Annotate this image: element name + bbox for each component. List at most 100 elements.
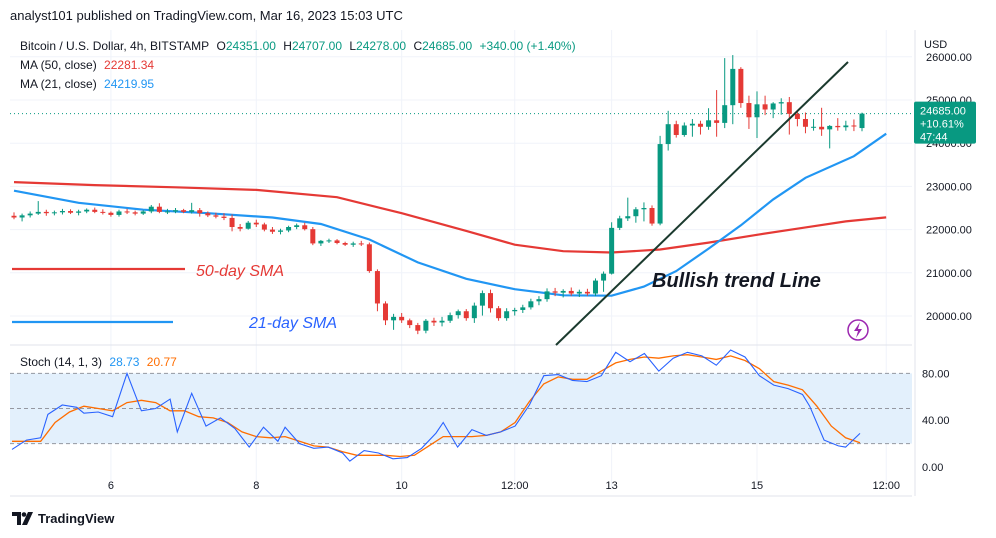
candle-body xyxy=(294,225,300,228)
candle-body xyxy=(245,222,251,229)
symbol-title[interactable]: Bitcoin / U.S. Dollar, 4h, BITSTAMP xyxy=(20,39,210,53)
candle-body xyxy=(730,68,736,106)
candle-body xyxy=(770,103,776,110)
candle-body xyxy=(738,68,744,104)
candle-body xyxy=(148,206,154,212)
candle-body xyxy=(19,215,25,218)
candle-body xyxy=(84,209,90,212)
candle-body xyxy=(76,211,82,213)
close-value: 24685.00 xyxy=(422,39,473,53)
time-tick-label: 15 xyxy=(751,480,763,492)
axes[interactable]: USD20000.0021000.0022000.0023000.0024000… xyxy=(108,39,976,492)
candle-body xyxy=(302,225,308,230)
candle-body xyxy=(205,213,211,216)
candle-body xyxy=(859,113,865,129)
candle-body xyxy=(811,126,817,128)
candles[interactable] xyxy=(11,55,865,335)
candle-body xyxy=(673,124,679,135)
candle-body xyxy=(229,217,235,228)
candle-body xyxy=(11,215,17,218)
ma21-value: 24219.95 xyxy=(104,77,155,91)
candle-body xyxy=(116,211,122,215)
candle-body xyxy=(43,211,49,214)
candle-body xyxy=(51,212,57,214)
lightning-icon xyxy=(847,319,869,341)
candle-body xyxy=(439,320,445,323)
candle-body xyxy=(617,218,623,228)
candle-body xyxy=(455,311,461,316)
ma21-line xyxy=(13,132,887,297)
candle-body xyxy=(447,315,453,321)
high-value: 24707.00 xyxy=(291,39,342,53)
candle-body xyxy=(399,316,405,321)
ma50-value: 22281.34 xyxy=(104,58,155,72)
ma50-legend[interactable]: MA (50, close) 22281.34 xyxy=(20,58,158,72)
trend-annotation: Bullish trend Line xyxy=(652,270,821,292)
badge-price: 24685.00 xyxy=(920,106,966,118)
price-tick-label: 21000.00 xyxy=(926,268,972,280)
candle-body xyxy=(802,119,808,127)
candle-body xyxy=(471,305,477,319)
candle-body xyxy=(504,311,510,319)
time-tick-label: 13 xyxy=(606,480,618,492)
candle-body xyxy=(665,124,671,145)
ma21-legend[interactable]: MA (21, close) 24219.95 xyxy=(20,77,158,91)
bullish-trend-line xyxy=(555,61,849,346)
time-tick-label: 8 xyxy=(253,480,259,492)
stoch-legend[interactable]: Stoch (14, 1, 3) 28.73 20.77 xyxy=(20,355,181,369)
candle-body xyxy=(68,211,74,213)
candle-body xyxy=(746,103,752,118)
candle-body xyxy=(722,105,728,123)
candle-body xyxy=(496,308,502,319)
candle-body xyxy=(358,243,364,245)
candle-body xyxy=(657,144,663,224)
candle-body xyxy=(132,212,138,214)
annotations: 50-day SMA 21-day SMA Bullish trend Line xyxy=(12,61,869,346)
tradingview-footer[interactable]: TradingView xyxy=(12,511,114,526)
open-value: 24351.00 xyxy=(225,39,276,53)
candle-body xyxy=(431,320,437,323)
candle-body xyxy=(786,102,792,114)
candle-body xyxy=(560,290,566,293)
candle-body xyxy=(423,320,429,331)
candle-body xyxy=(649,208,655,224)
candle-body xyxy=(278,230,284,232)
price-tick-label: 23000.00 xyxy=(926,181,972,193)
candle-body xyxy=(794,113,800,120)
candle-body xyxy=(479,293,485,306)
change-value: +340.00 (+1.40%) xyxy=(479,39,576,53)
stoch-k-line xyxy=(11,349,861,462)
candle-body xyxy=(366,244,372,272)
candle-body xyxy=(827,125,833,130)
symbol-header: Bitcoin / U.S. Dollar, 4h, BITSTAMP O243… xyxy=(20,39,580,53)
candle-body xyxy=(100,211,106,213)
candle-body xyxy=(778,102,784,104)
ma21-label: MA (21, close) xyxy=(20,77,97,91)
candle-body xyxy=(334,240,340,243)
candle-body xyxy=(463,311,469,319)
candle-body xyxy=(609,227,615,274)
candle-body xyxy=(350,243,356,245)
time-tick-label: 12:00 xyxy=(872,480,900,492)
candle-body xyxy=(568,290,574,294)
candle-body xyxy=(714,120,720,123)
candle-body xyxy=(269,229,275,232)
time-tick-label: 10 xyxy=(396,480,408,492)
candle-body xyxy=(197,210,203,214)
currency-label: USD xyxy=(924,39,947,51)
stoch-d-value: 20.77 xyxy=(146,355,177,369)
price-badge xyxy=(914,101,976,144)
candle-body xyxy=(528,301,534,308)
lightning-bolt-icon xyxy=(854,322,862,338)
tradingview-logo-icon xyxy=(12,511,33,525)
candle-body xyxy=(237,227,243,229)
candle-body xyxy=(681,125,687,135)
stoch-band xyxy=(10,372,912,445)
candle-body xyxy=(552,291,558,293)
candle-body xyxy=(843,125,849,128)
stoch-label: Stoch (14, 1, 3) xyxy=(20,355,103,369)
candle-body xyxy=(27,213,33,216)
low-label: L xyxy=(349,39,357,53)
candle-body xyxy=(108,212,114,215)
